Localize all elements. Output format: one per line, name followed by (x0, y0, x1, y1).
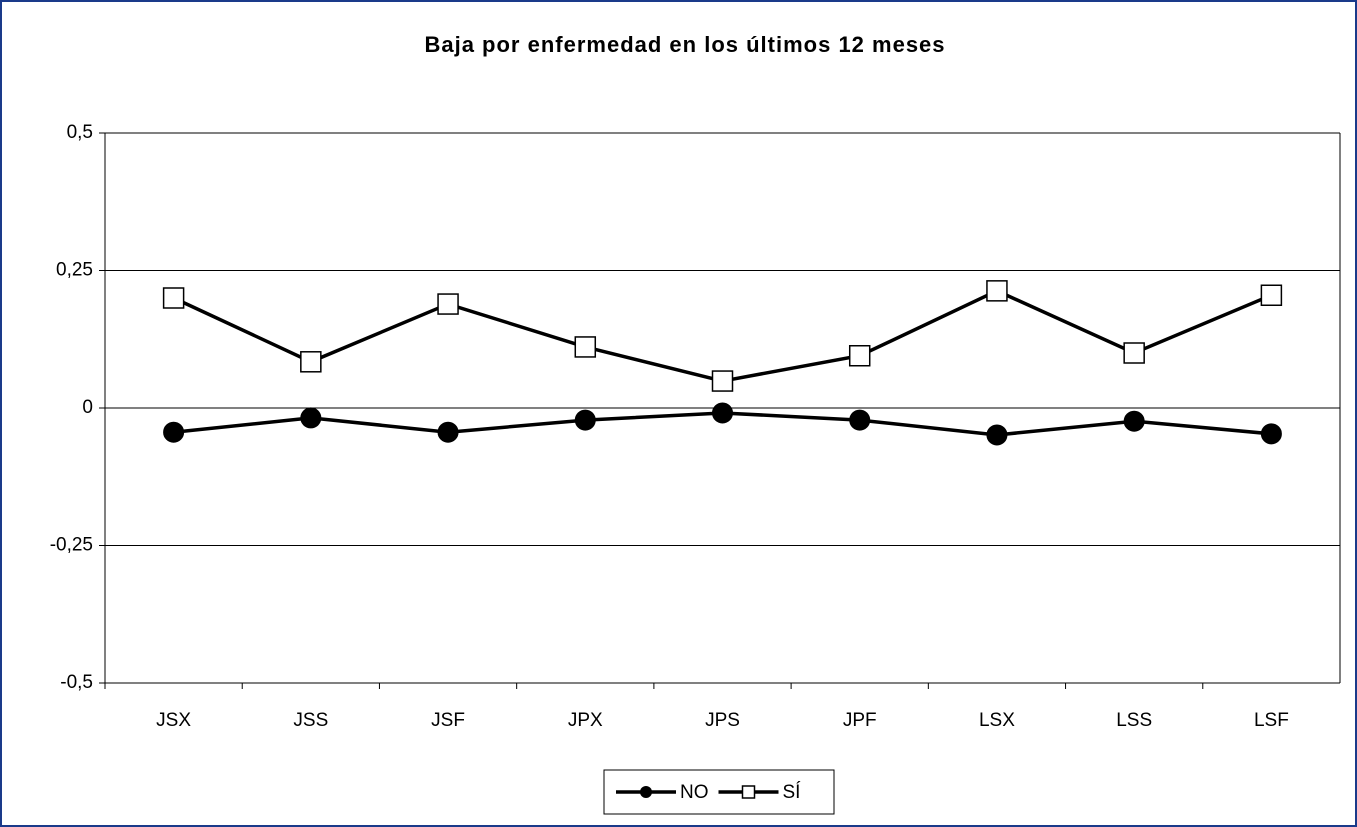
x-tick-label: JSS (293, 710, 328, 731)
series-marker (437, 421, 459, 443)
x-tick-label: LSF (1254, 710, 1289, 731)
y-tick-label: -0,5 (60, 672, 93, 693)
series-marker (986, 424, 1008, 446)
legend-label: NO (680, 782, 709, 803)
y-tick-label: 0,25 (56, 260, 93, 281)
series-marker (300, 407, 322, 429)
series-marker (437, 293, 459, 315)
series-marker (1260, 423, 1282, 445)
x-tick-label: JSF (431, 710, 465, 731)
series-marker (848, 345, 871, 367)
series-marker (1123, 342, 1145, 364)
legend-marker (741, 785, 756, 799)
legend-label: SÍ (783, 782, 802, 803)
legend-marker (640, 786, 652, 798)
chart-title: Baja por enfermedad en los últimos 12 me… (424, 32, 945, 57)
y-tick-label: -0,25 (50, 535, 93, 556)
series-marker (986, 280, 1008, 302)
x-tick-label: LSS (1116, 710, 1152, 731)
x-tick-label: JPX (568, 710, 603, 731)
series-marker (849, 409, 871, 431)
series-marker (300, 351, 322, 373)
series-marker (1123, 410, 1145, 432)
x-tick-label: JSX (156, 710, 191, 731)
series-marker (162, 287, 185, 309)
x-tick-label: JPS (705, 710, 740, 731)
series-marker (1260, 284, 1283, 306)
y-tick-label: 0,5 (67, 122, 93, 143)
series-marker (574, 336, 597, 358)
y-tick-label: 0 (82, 397, 93, 418)
series-marker (712, 402, 733, 424)
series-marker (574, 409, 596, 431)
series-marker (711, 370, 734, 392)
x-tick-label: JPF (843, 710, 877, 731)
x-tick-label: LSX (979, 710, 1015, 731)
series-marker (163, 421, 185, 443)
